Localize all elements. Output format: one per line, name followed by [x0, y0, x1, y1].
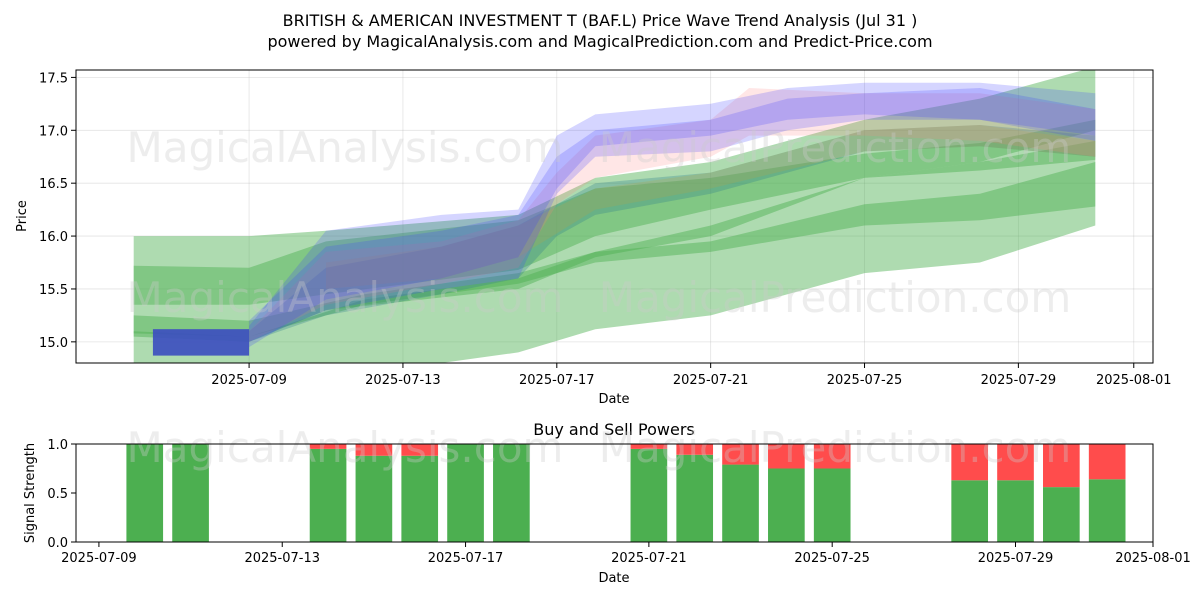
- price-y-tick-label: 17.5: [39, 71, 68, 86]
- signal-title: Buy and Sell Powers: [533, 420, 695, 439]
- price-x-axis-label: Date: [598, 392, 629, 407]
- buy-power-bar: [813, 468, 851, 542]
- price-x-tick-label: 2025-07-21: [673, 373, 749, 388]
- price-grid: [76, 70, 1153, 363]
- watermark-mid-right: MagicalPrediction.com: [599, 273, 1072, 322]
- buy-power-bar: [630, 448, 668, 542]
- price-y-tick-label: 15.5: [39, 283, 68, 298]
- chart-title-line2: powered by MagicalAnalysis.com and Magic…: [267, 32, 932, 51]
- buy-power-bar: [355, 455, 393, 542]
- buy-power-bar: [401, 455, 439, 542]
- signal-x-axis-label: Date: [598, 571, 629, 586]
- sell-power-bar: [813, 444, 851, 469]
- buy-power-bar: [1043, 487, 1080, 542]
- sell-power-bar: [951, 444, 989, 481]
- buy-power-bar: [676, 454, 714, 542]
- sell-power-bar: [997, 444, 1034, 481]
- signal-plot-area: [126, 444, 1126, 542]
- watermark-top-right: MagicalPrediction.com: [599, 123, 1072, 172]
- buy-power-bar: [1088, 479, 1126, 542]
- sell-power-bar: [309, 444, 347, 449]
- sell-power-bar: [676, 444, 714, 455]
- green-trend-band: [133, 162, 1096, 337]
- signal-y-axis-label: Signal Strength: [23, 443, 38, 543]
- buy-power-bar: [447, 444, 484, 542]
- signal-x-tick-label: 2025-07-09: [61, 551, 137, 566]
- price-x-axis: 2025-07-09 2025-07-13 2025-07-17 2025-07-21…: [211, 363, 1172, 388]
- blue-history-band: [152, 329, 250, 356]
- sell-power-bar: [401, 444, 439, 456]
- watermark-bottom-right: MagicalPrediction.com: [599, 423, 1072, 472]
- buy-power-bar: [722, 464, 759, 542]
- signal-x-tick-label: 2025-07-21: [611, 551, 687, 566]
- sell-power-bar: [1043, 444, 1080, 488]
- buy-power-bar: [126, 444, 164, 542]
- buy-power-bar: [309, 448, 347, 542]
- price-x-tick-label: 2025-07-29: [981, 373, 1057, 388]
- price-x-tick-label: 2025-07-17: [519, 373, 595, 388]
- sell-power-bar: [355, 444, 393, 456]
- signal-x-tick-label: 2025-07-13: [244, 551, 320, 566]
- green-trend-band: [133, 140, 1096, 363]
- price-plot-frame: [75, 69, 1154, 364]
- sell-power-bar: [722, 444, 759, 465]
- price-wave-panel: MagicalAnalysis.com MagicalPrediction.co…: [15, 69, 1172, 407]
- sell-power-bar: [1088, 444, 1126, 480]
- signal-x-tick-label: 2025-07-29: [978, 551, 1054, 566]
- signal-panel: Buy and Sell Powers MagicalAnalysis.com …: [23, 420, 1191, 586]
- price-y-axis-label: Price: [15, 200, 30, 232]
- green-trend-band: [133, 119, 1096, 305]
- sell-power-bar: [768, 444, 805, 469]
- pink-price-wave: [249, 88, 1096, 342]
- price-y-tick-label: 17.0: [39, 124, 68, 139]
- price-x-tick-label: 2025-07-09: [211, 373, 287, 388]
- signal-x-tick-label: 2025-07-25: [794, 551, 870, 566]
- buy-power-bar: [951, 480, 989, 542]
- buy-power-bar: [172, 444, 209, 542]
- blue-price-wave: [249, 82, 1096, 342]
- blue-price-wave: [249, 88, 1096, 348]
- signal-y-axis: 0.0 0.5 1.0: [47, 438, 76, 551]
- price-plot-area: [133, 70, 1096, 363]
- watermark-mid-left: MagicalAnalysis.com: [127, 273, 564, 322]
- price-y-axis: 15.0 15.5 16.0 16.5 17.0 17.5: [39, 71, 76, 351]
- green-trend-band: [133, 70, 1096, 342]
- signal-y-tick-label: 1.0: [47, 438, 68, 453]
- teal-price-wave: [249, 125, 1096, 342]
- signal-x-tick-label: 2025-07-17: [428, 551, 504, 566]
- price-x-tick-label: 2025-07-13: [365, 373, 441, 388]
- signal-y-tick-label: 0.5: [47, 487, 68, 502]
- signal-x-tick-label: 2025-08-01: [1115, 551, 1191, 566]
- watermark-top-left: MagicalAnalysis.com: [127, 123, 564, 172]
- buy-power-bar: [997, 480, 1034, 542]
- buy-power-bar: [768, 468, 805, 542]
- watermark-bottom-left: MagicalAnalysis.com: [127, 423, 564, 472]
- price-x-tick-label: 2025-08-01: [1096, 373, 1172, 388]
- olive-price-wave: [326, 125, 1096, 289]
- price-y-tick-label: 16.0: [39, 230, 68, 245]
- price-y-tick-label: 15.0: [39, 336, 68, 351]
- buy-power-bar: [493, 444, 530, 542]
- signal-x-axis: 2025-07-09 2025-07-13 2025-07-17 2025-07-21…: [61, 542, 1191, 566]
- signal-y-tick-label: 0.0: [47, 536, 68, 551]
- price-x-tick-label: 2025-07-25: [827, 373, 903, 388]
- sell-power-bar: [630, 444, 668, 449]
- chart-title-line1: BRITISH & AMERICAN INVESTMENT T (BAF.L) …: [283, 11, 918, 30]
- price-y-tick-label: 16.5: [39, 177, 68, 192]
